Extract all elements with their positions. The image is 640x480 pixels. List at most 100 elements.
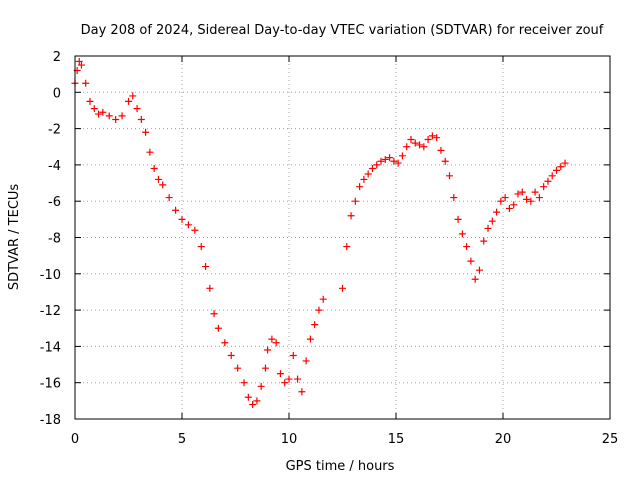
- data-point: [206, 284, 214, 292]
- x-tick-label: 15: [388, 432, 405, 447]
- y-tick-label: -16: [40, 377, 61, 392]
- data-point: [90, 105, 98, 113]
- data-point: [514, 190, 522, 198]
- data-point: [428, 132, 436, 140]
- data-point: [197, 243, 205, 251]
- data-point: [105, 112, 113, 120]
- data-point: [343, 243, 351, 251]
- data-point: [407, 135, 415, 143]
- data-point: [463, 243, 471, 251]
- x-tick-label: 0: [71, 432, 79, 447]
- data-point: [475, 266, 483, 274]
- data-point: [261, 364, 269, 372]
- data-point: [518, 188, 526, 196]
- data-point: [112, 116, 120, 124]
- data-point: [184, 221, 192, 229]
- data-point: [285, 375, 293, 383]
- data-point: [505, 204, 513, 212]
- data-point: [548, 172, 556, 180]
- data-point: [99, 108, 107, 116]
- data-point: [471, 275, 479, 283]
- y-tick-label: -6: [48, 195, 61, 210]
- data-point: [82, 79, 90, 87]
- data-point: [467, 257, 475, 265]
- y-axis-label: SDTVAR / TECUs: [7, 184, 22, 291]
- data-point: [373, 161, 381, 169]
- data-point: [386, 154, 394, 162]
- y-tick-label: -14: [40, 340, 61, 355]
- data-point: [289, 351, 297, 359]
- data-point: [210, 310, 218, 318]
- data-point: [298, 388, 306, 396]
- data-point: [398, 152, 406, 160]
- data-point: [125, 97, 132, 105]
- data-point: [416, 141, 424, 149]
- data-point: [272, 339, 280, 347]
- grid: [75, 56, 610, 419]
- data-point: [146, 148, 154, 156]
- x-tick-label: 25: [602, 432, 619, 447]
- data-point: [249, 400, 257, 408]
- data-point: [118, 112, 126, 120]
- data-point: [294, 375, 302, 383]
- chart-title: Day 208 of 2024, Sidereal Day-to-day VTE…: [81, 23, 604, 38]
- data-point: [535, 194, 543, 202]
- data-point: [557, 163, 565, 171]
- data-point: [150, 165, 158, 173]
- data-point: [264, 346, 272, 354]
- data-point: [561, 159, 569, 167]
- data-point: [411, 139, 419, 147]
- data-point: [268, 335, 276, 343]
- data-point: [360, 175, 368, 183]
- data-point: [553, 166, 560, 174]
- data-point: [244, 393, 252, 401]
- data-point: [488, 217, 496, 225]
- data-point: [214, 324, 222, 332]
- data-point: [253, 397, 261, 405]
- data-point: [424, 135, 432, 143]
- data-point: [240, 379, 248, 387]
- data-point: [394, 159, 402, 167]
- data-series: [71, 57, 569, 408]
- data-point: [234, 364, 242, 372]
- data-point: [454, 215, 462, 223]
- y-tick-label: -2: [48, 123, 61, 138]
- data-point: [172, 206, 180, 214]
- data-point: [347, 212, 355, 220]
- data-point: [257, 382, 265, 390]
- data-point: [137, 116, 145, 124]
- x-tick-label: 10: [281, 432, 298, 447]
- data-point: [527, 197, 535, 205]
- data-point: [315, 306, 323, 314]
- data-point: [319, 295, 327, 303]
- data-point: [484, 224, 492, 232]
- x-tick-label: 5: [178, 432, 186, 447]
- data-point: [510, 201, 518, 209]
- y-tick-label: -8: [48, 232, 61, 247]
- data-point: [311, 321, 319, 329]
- data-point: [227, 351, 235, 359]
- data-point: [364, 170, 372, 178]
- data-point: [86, 97, 94, 105]
- data-point: [142, 128, 150, 136]
- data-point: [191, 226, 199, 234]
- y-tick-label: 2: [53, 50, 61, 65]
- data-point: [390, 157, 398, 165]
- data-point: [77, 61, 85, 69]
- data-point: [441, 157, 449, 165]
- data-point: [446, 172, 453, 180]
- data-point: [544, 177, 552, 185]
- data-point: [381, 155, 389, 163]
- data-point: [497, 197, 505, 205]
- y-tick-label: 0: [53, 86, 61, 101]
- data-point: [165, 194, 173, 202]
- data-point: [339, 284, 346, 292]
- data-point: [75, 57, 83, 65]
- data-point: [433, 134, 441, 142]
- y-tick-label: -18: [40, 413, 61, 428]
- data-point: [480, 237, 488, 245]
- data-point: [202, 263, 210, 271]
